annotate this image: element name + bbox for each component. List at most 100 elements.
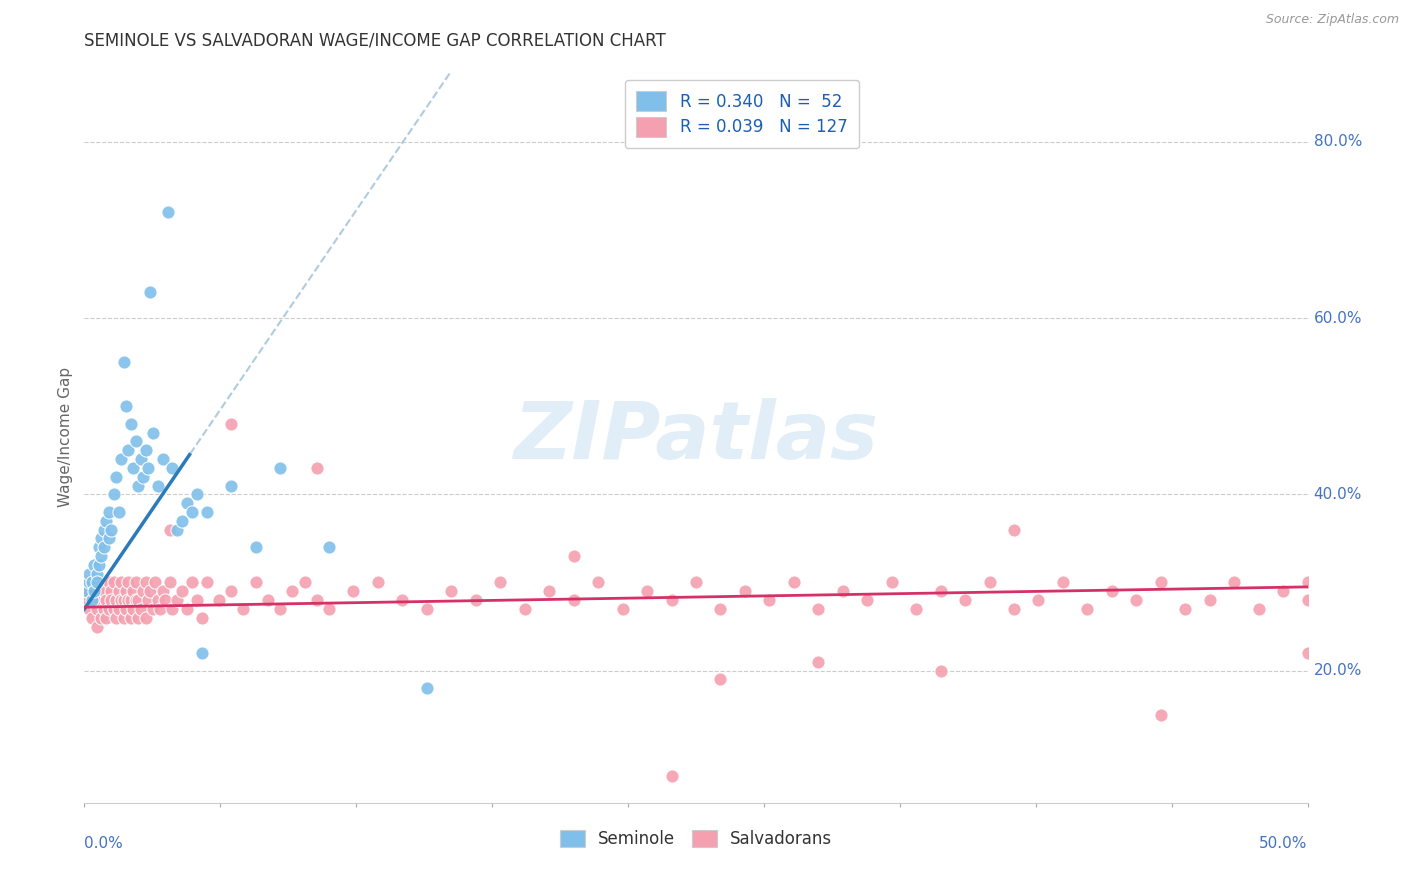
Point: [342, 584, 364, 599]
Point: [135, 611, 157, 625]
Point: [929, 664, 952, 678]
Point: [166, 523, 188, 537]
Point: [538, 584, 561, 599]
Point: [107, 505, 129, 519]
Point: [76, 593, 98, 607]
Point: [103, 602, 125, 616]
Point: [1223, 575, 1246, 590]
Point: [110, 575, 132, 590]
Point: [1076, 602, 1098, 616]
Point: [734, 584, 756, 599]
Point: [489, 575, 512, 590]
Point: [195, 505, 218, 519]
Text: ZIPatlas: ZIPatlas: [513, 398, 879, 476]
Point: [159, 575, 181, 590]
Point: [186, 593, 208, 607]
Point: [661, 769, 683, 783]
Point: [132, 584, 155, 599]
Point: [125, 575, 148, 590]
Point: [758, 593, 780, 607]
Text: 80.0%: 80.0%: [1313, 135, 1362, 149]
Point: [245, 540, 267, 554]
Point: [172, 584, 194, 599]
Point: [107, 584, 129, 599]
Point: [1052, 575, 1074, 590]
Point: [129, 602, 152, 616]
Point: [294, 575, 316, 590]
Point: [90, 532, 112, 546]
Point: [685, 575, 707, 590]
Point: [105, 469, 128, 483]
Point: [191, 646, 214, 660]
Point: [117, 443, 139, 458]
Point: [120, 593, 142, 607]
Point: [110, 452, 132, 467]
Point: [115, 584, 138, 599]
Point: [1028, 593, 1050, 607]
Point: [83, 584, 105, 599]
Legend: Seminole, Salvadorans: Seminole, Salvadorans: [551, 822, 841, 856]
Point: [232, 602, 254, 616]
Point: [87, 593, 110, 607]
Point: [93, 540, 115, 554]
Point: [86, 602, 108, 616]
Point: [146, 593, 169, 607]
Point: [1296, 593, 1319, 607]
Point: [105, 593, 128, 607]
Point: [1272, 584, 1295, 599]
Point: [1101, 584, 1123, 599]
Point: [87, 558, 110, 572]
Point: [153, 593, 176, 607]
Point: [979, 575, 1001, 590]
Point: [136, 593, 159, 607]
Point: [416, 681, 439, 696]
Point: [96, 593, 118, 607]
Point: [105, 611, 128, 625]
Point: [93, 523, 115, 537]
Point: [783, 575, 806, 590]
Point: [562, 593, 585, 607]
Point: [83, 593, 105, 607]
Point: [83, 558, 105, 572]
Point: [586, 575, 609, 590]
Point: [905, 602, 928, 616]
Point: [464, 593, 486, 607]
Point: [709, 602, 731, 616]
Point: [129, 452, 152, 467]
Point: [257, 593, 280, 607]
Point: [929, 584, 952, 599]
Point: [77, 575, 100, 590]
Point: [100, 593, 122, 607]
Text: 50.0%: 50.0%: [1260, 836, 1308, 851]
Point: [97, 575, 120, 590]
Point: [807, 655, 830, 669]
Point: [612, 602, 634, 616]
Point: [112, 611, 135, 625]
Point: [87, 584, 110, 599]
Point: [149, 602, 172, 616]
Point: [318, 540, 340, 554]
Point: [831, 584, 853, 599]
Point: [90, 575, 112, 590]
Point: [416, 602, 439, 616]
Point: [142, 425, 165, 440]
Point: [115, 399, 138, 413]
Point: [127, 593, 149, 607]
Point: [76, 584, 98, 599]
Text: Source: ZipAtlas.com: Source: ZipAtlas.com: [1265, 13, 1399, 27]
Point: [122, 584, 145, 599]
Point: [318, 602, 340, 616]
Point: [93, 602, 115, 616]
Point: [132, 469, 155, 483]
Point: [281, 584, 304, 599]
Point: [1247, 602, 1270, 616]
Point: [162, 461, 184, 475]
Point: [80, 593, 103, 607]
Point: [152, 584, 174, 599]
Point: [112, 355, 135, 369]
Point: [77, 566, 100, 581]
Point: [181, 505, 204, 519]
Point: [953, 593, 976, 607]
Point: [77, 584, 100, 599]
Point: [122, 602, 145, 616]
